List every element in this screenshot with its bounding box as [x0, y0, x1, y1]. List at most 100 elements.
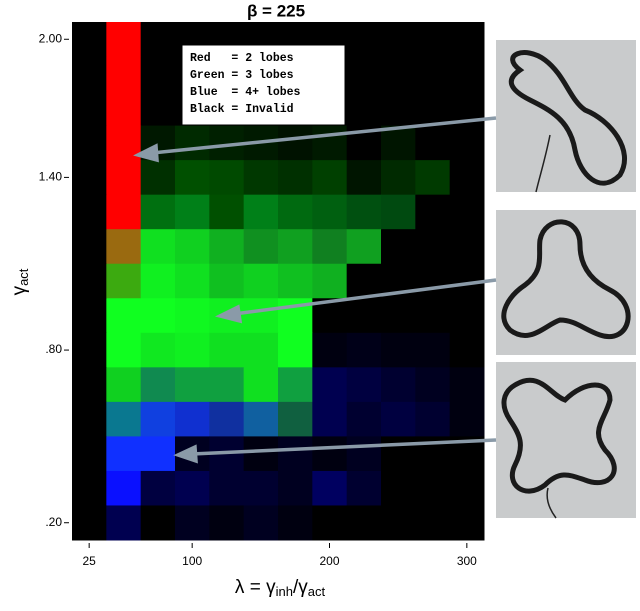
photo	[496, 210, 636, 355]
heatmap-cell	[381, 91, 416, 127]
heatmap-cell	[449, 332, 485, 368]
arrow	[191, 438, 497, 456]
heatmap-cell	[140, 332, 176, 368]
heatmap-cell	[381, 298, 416, 334]
heatmap-cell	[381, 470, 416, 506]
heatmap-cell	[346, 436, 382, 472]
heatmap-cell	[106, 160, 142, 196]
heatmap-cell	[381, 229, 416, 265]
heatmap-cell	[278, 332, 313, 368]
heatmap-cell	[209, 160, 245, 196]
legend-entry: Green = 3 lobes	[190, 69, 294, 82]
heatmap-cell	[278, 229, 313, 265]
heatmap-cell	[312, 160, 348, 196]
heatmap-cell	[346, 56, 382, 92]
heatmap-cell	[72, 470, 107, 506]
heatmap-cell	[243, 263, 279, 299]
heatmap-cell	[312, 229, 348, 265]
heatmap-cell	[312, 263, 348, 299]
heatmap-cell	[209, 229, 245, 265]
heatmap-cell	[415, 229, 451, 265]
heatmap-cell	[312, 436, 348, 472]
heatmap-cell	[106, 56, 142, 92]
heatmap-cell	[312, 505, 348, 541]
heatmap-cell	[106, 91, 142, 127]
heatmap-cell	[415, 470, 451, 506]
heatmap-cell	[72, 367, 107, 403]
legend-box: Red = 2 lobes Green = 3 lobes Blue = 4+ …	[181, 44, 346, 126]
heatmap-cell	[346, 91, 382, 127]
heatmap-cell	[175, 367, 210, 403]
heatmap-cell	[381, 505, 416, 541]
heatmap-cell	[278, 160, 313, 196]
heatmap-cell	[106, 332, 142, 368]
heatmap-cell	[346, 332, 382, 368]
photo-shape	[508, 50, 628, 186]
heatmap-cell	[381, 194, 416, 230]
heatmap-cell	[415, 263, 451, 299]
heatmap-cell	[106, 367, 142, 403]
heatmap-cell	[72, 160, 107, 196]
heatmap-cell	[106, 436, 142, 472]
x-axis-title-part: inh	[276, 584, 293, 599]
heatmap-cell	[243, 505, 279, 541]
heatmap-cell	[381, 436, 416, 472]
heatmap-cell	[449, 22, 485, 58]
heatmap-cell	[278, 436, 313, 472]
heatmap-cell	[140, 505, 176, 541]
heatmap-cell	[312, 332, 348, 368]
heatmap-cell	[175, 298, 210, 334]
heatmap-cell	[381, 22, 416, 58]
heatmap-cell	[72, 505, 107, 541]
heatmap-cell	[209, 263, 245, 299]
arrow-head	[214, 304, 243, 324]
heatmap-cell	[72, 229, 107, 265]
heatmap-cell	[106, 298, 142, 334]
y-tick-label: 2.00	[39, 31, 63, 45]
heatmap-cell	[140, 194, 176, 230]
heatmap-cell	[278, 263, 313, 299]
heatmap-cell	[209, 332, 245, 368]
heatmap-cell	[278, 401, 313, 437]
heatmap-cell	[175, 401, 210, 437]
heatmap-cell	[415, 125, 451, 161]
heatmap-cell	[415, 367, 451, 403]
legend-entry: Red = 2 lobes	[190, 52, 294, 65]
heatmap-cell	[449, 505, 485, 541]
x-axis-title-part: λ = γ	[235, 577, 276, 598]
heatmap-cell	[346, 160, 382, 196]
heatmap-cell	[106, 505, 142, 541]
heatmap-cell	[449, 160, 485, 196]
x-tick-label: 100	[182, 554, 202, 568]
x-tick-label: 25	[82, 554, 96, 568]
heatmap-cell	[449, 470, 485, 506]
heatmap-cell	[449, 56, 485, 92]
heatmap-cell	[106, 401, 142, 437]
heatmap-cell	[278, 470, 313, 506]
heatmap-cell	[243, 229, 279, 265]
heatmap-cell	[209, 194, 245, 230]
photo-wire	[535, 134, 551, 193]
arrows	[133, 116, 497, 464]
heatmap-cell	[243, 160, 279, 196]
heatmap-cell	[381, 332, 416, 368]
heatmap-cell	[140, 436, 176, 472]
heatmap-cell	[72, 56, 107, 92]
legend-entry: Blue = 4+ lobes	[190, 86, 301, 99]
heatmap-cell	[72, 125, 107, 161]
photos	[496, 40, 636, 519]
heatmap-cell	[346, 401, 382, 437]
heatmap-cell	[346, 367, 382, 403]
heatmap-cell	[346, 298, 382, 334]
heatmap-cell	[106, 470, 142, 506]
heatmap-cell	[175, 160, 210, 196]
legend-entry: Black = Invalid	[190, 103, 294, 116]
heatmap-cell	[449, 125, 485, 161]
y-axis-title: γact	[9, 268, 31, 295]
heatmap-cell	[243, 401, 279, 437]
heatmap-cell	[209, 505, 245, 541]
heatmap-cell	[312, 125, 348, 161]
heatmap-cell	[175, 229, 210, 265]
heatmap-cell	[175, 194, 210, 230]
heatmap-cell	[346, 194, 382, 230]
